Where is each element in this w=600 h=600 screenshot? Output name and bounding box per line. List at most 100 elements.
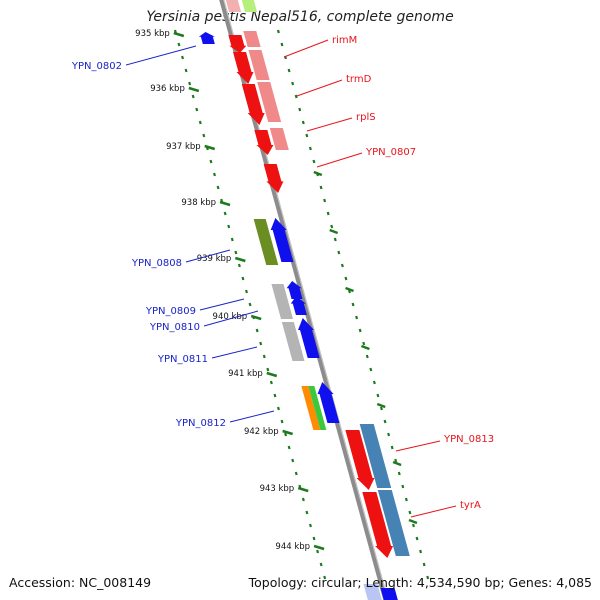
ruler-right-dot (344, 276, 348, 281)
ruler-left-dot (280, 419, 284, 424)
ruler-left-dot (202, 133, 206, 138)
ruler-right-dot (426, 575, 430, 580)
tick-label: 936 kbp (150, 84, 185, 94)
ruler-left-dot (198, 120, 202, 125)
ruler-left-dot (305, 510, 309, 515)
ruler-right-dot (404, 497, 408, 502)
gene-label-tyra: tyrA (460, 500, 481, 511)
reverse-cds-arrow (198, 32, 215, 44)
ruler-right-dot (294, 94, 298, 99)
reverse-cds-arrow (286, 281, 303, 299)
ruler-left-dot (191, 94, 195, 99)
ruler-left-dot (287, 445, 291, 450)
major-tick (219, 200, 231, 207)
ruler-right-dot (326, 211, 330, 216)
ruler-right-dot (355, 315, 359, 320)
ruler-left-dot (277, 406, 280, 411)
ruler-left-dot (181, 55, 184, 60)
ruler-right-dot (291, 81, 295, 86)
leader-line (306, 117, 353, 132)
ruler-right-dot (298, 107, 302, 112)
ruler-left-dot (312, 536, 316, 541)
ruler-right-dot (415, 536, 419, 541)
ruler-right-dot (383, 419, 387, 424)
forward-cds-arrow (233, 52, 254, 84)
tick-label: 942 kbp (244, 427, 279, 437)
cog-box (241, 0, 258, 12)
forward-cds-arrow (228, 35, 247, 53)
tick-label: 935 kbp (135, 29, 170, 39)
major-tick (360, 344, 370, 351)
ruler-right-dot (372, 380, 376, 385)
leader-line (125, 45, 197, 66)
major-tick (313, 544, 325, 551)
ruler-right-dot (365, 354, 369, 359)
major-tick (282, 429, 293, 436)
ruler-left-dot (188, 81, 192, 86)
cog-box (359, 424, 392, 488)
ruler-right-dot (333, 237, 337, 242)
tick-label: 944 kbp (275, 542, 310, 552)
forward-cds-arrow (241, 84, 265, 125)
gene-label-ypn_0808: YPN_0808 (131, 258, 182, 269)
ruler-right-dot (394, 458, 398, 463)
ruler-right-dot (308, 146, 312, 151)
major-tick (313, 170, 323, 177)
reverse-cds-arrow (298, 318, 320, 358)
major-tick (329, 228, 339, 235)
major-tick (297, 486, 309, 493)
ruler-right-dot (351, 302, 355, 307)
reverse-cds-arrow (270, 218, 294, 262)
ruler-right-dot (397, 471, 401, 476)
ruler-right-dot (323, 198, 327, 203)
ruler-left-dot (241, 276, 245, 281)
ruler-left-dot (245, 289, 248, 294)
ruler-left-dot (209, 159, 213, 164)
major-tick (345, 286, 354, 293)
ruler-right-dot (411, 523, 415, 528)
ruler-left-dot (294, 471, 298, 476)
cog-box (308, 386, 327, 430)
leader-line (410, 505, 457, 518)
cog-box (281, 322, 305, 361)
leader-line (229, 410, 275, 423)
ruler-left-dot (255, 328, 259, 333)
ruler-left-dot (213, 172, 216, 177)
leader-line (199, 298, 245, 311)
ruler-left-dot (308, 523, 312, 528)
major-tick (234, 256, 246, 263)
ruler-right-dot (337, 250, 341, 255)
ruler-left-dot (323, 575, 327, 580)
gene-label-rimm: rimM (332, 35, 357, 46)
gene-label-trmd: trmD (346, 74, 372, 85)
tick-label: 939 kbp (197, 254, 232, 264)
major-tick (204, 144, 216, 151)
major-tick (408, 518, 418, 525)
ruler-left-dot (177, 42, 181, 47)
ruler-right-dot (340, 263, 344, 268)
ruler-left-dot (216, 185, 220, 190)
cog-box (225, 0, 242, 12)
ruler-left-dot (195, 107, 199, 112)
forward-cds-arrow (345, 430, 375, 490)
ruler-right-dot (280, 42, 284, 47)
ruler-right-dot (376, 393, 380, 398)
ruler-left-dot (223, 211, 227, 216)
accession-text: Accession: NC_008149 (9, 575, 152, 590)
forward-cds-arrow (263, 164, 284, 193)
cog-box (269, 128, 289, 150)
gene-labels: rimM trmD rplS YPN_0807 YPN_0813 tyrA YPN_0802… (71, 35, 494, 511)
ruler-right-dot (276, 29, 280, 34)
forward-cds-arrow (254, 130, 274, 155)
reverse-cds-arrow (380, 588, 398, 600)
ruler-right-dot (358, 328, 362, 333)
tick-label: 938 kbp (181, 198, 216, 208)
major-tick (173, 31, 185, 38)
cog-box (257, 82, 282, 122)
ruler-right-dot (369, 367, 373, 372)
ruler-left-dot (248, 302, 252, 307)
genome-summary-text: Topology: circular; Length: 4,534,590 bp… (248, 575, 592, 590)
gene-label-ypn_0813: YPN_0813 (443, 434, 494, 445)
ruler-left-dot (273, 393, 277, 398)
